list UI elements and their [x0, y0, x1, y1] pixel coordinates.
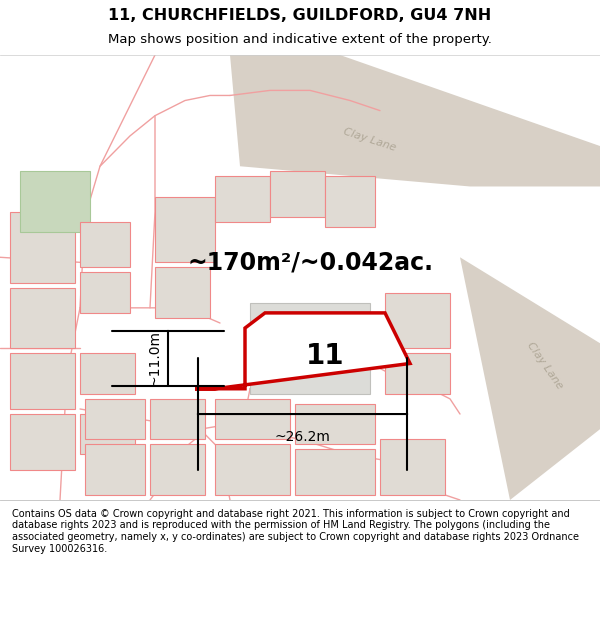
Bar	[80, 222, 130, 268]
Bar	[80, 272, 130, 313]
Bar	[270, 171, 325, 217]
Text: Clay Lane: Clay Lane	[343, 127, 398, 153]
Text: Map shows position and indicative extent of the property.: Map shows position and indicative extent…	[108, 33, 492, 46]
Bar	[10, 414, 75, 469]
Bar	[85, 399, 145, 439]
Bar	[155, 268, 210, 318]
Text: ~26.2m: ~26.2m	[275, 430, 331, 444]
Polygon shape	[20, 171, 90, 232]
Bar	[80, 353, 135, 394]
Bar	[155, 197, 215, 262]
Bar	[385, 292, 450, 348]
Bar	[150, 444, 205, 495]
Bar	[10, 353, 75, 409]
Polygon shape	[460, 258, 600, 500]
Bar	[10, 288, 75, 348]
Text: 11: 11	[306, 342, 344, 370]
Text: 11, CHURCHFIELDS, GUILDFORD, GU4 7NH: 11, CHURCHFIELDS, GUILDFORD, GU4 7NH	[109, 8, 491, 23]
Polygon shape	[195, 313, 410, 389]
Bar	[80, 414, 135, 454]
Bar	[85, 444, 145, 495]
Bar	[215, 399, 290, 439]
Bar	[215, 444, 290, 495]
Text: ~170m²/~0.042ac.: ~170m²/~0.042ac.	[187, 251, 433, 274]
Text: ~11.0m: ~11.0m	[148, 331, 162, 386]
Bar	[295, 449, 375, 495]
Bar	[325, 176, 375, 227]
Text: Clay Lane: Clay Lane	[525, 340, 565, 391]
Bar	[150, 399, 205, 439]
Polygon shape	[230, 55, 600, 186]
Bar	[385, 353, 450, 394]
Bar	[10, 212, 75, 282]
Bar	[295, 404, 375, 444]
Bar	[215, 176, 270, 222]
Text: Contains OS data © Crown copyright and database right 2021. This information is : Contains OS data © Crown copyright and d…	[12, 509, 579, 554]
Bar	[250, 302, 370, 394]
Bar	[380, 439, 445, 495]
